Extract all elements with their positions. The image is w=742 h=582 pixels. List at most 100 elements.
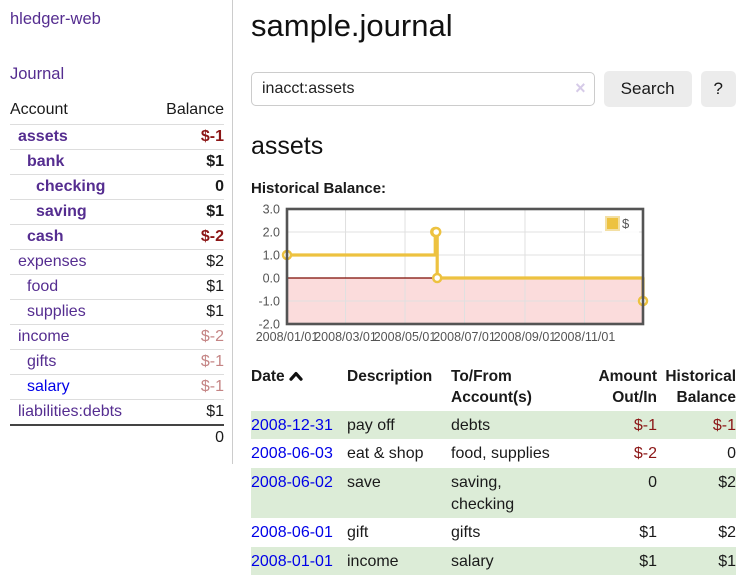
brand-link[interactable]: hledger-web xyxy=(10,10,101,28)
account-row: food $1 xyxy=(10,274,224,300)
account-balance: $1 xyxy=(151,399,224,425)
account-link-liabilities-debts[interactable]: liabilities:debts xyxy=(18,403,123,420)
accounts-rows: assets $-1 bank $1 checking 0 saving $1 cash $-2 e… xyxy=(10,124,224,425)
register-header-balance: Historical Balance xyxy=(665,368,736,406)
account-link-supplies[interactable]: supplies xyxy=(27,303,86,320)
transaction-date-link[interactable]: 2008-06-03 xyxy=(251,445,333,463)
transaction-date-link[interactable]: 2008-01-01 xyxy=(251,552,333,570)
y-axis-tick: 3.0 xyxy=(263,203,280,217)
register-balance-cell: $-1 xyxy=(712,416,736,434)
account-balance: $-2 xyxy=(151,224,224,250)
accounts-table: Account Balance assets $-1 bank $1 checking 0… xyxy=(10,99,224,450)
account-balance: $-1 xyxy=(151,124,224,150)
register-rows: 2008-12-31 pay off debts $-1 $-1 2008-06-03 ea… xyxy=(251,410,736,576)
account-row: checking 0 xyxy=(10,174,224,200)
accounts-header-account: Account xyxy=(10,101,68,118)
account-name-cell: gifts xyxy=(10,349,152,375)
account-balance: $1 xyxy=(151,274,224,300)
register-date-cell: 2008-06-02 xyxy=(251,468,347,518)
account-row: assets $-1 xyxy=(10,124,224,150)
sidebar-item-journal[interactable]: Journal xyxy=(10,65,65,83)
account-link-assets[interactable]: assets xyxy=(18,128,68,145)
account-balance: $-2 xyxy=(151,324,224,350)
main-content: sample.journal × Search ? assets Histori… xyxy=(233,0,742,582)
account-name-cell: salary xyxy=(10,374,152,400)
register-header-amount: Amount Out/In xyxy=(598,368,657,406)
register-row: 2008-06-02 save saving, checking 0 $2 xyxy=(251,468,736,519)
chart-title: Historical Balance: xyxy=(251,180,387,197)
register-row: 2008-06-01 gift gifts $1 $2 xyxy=(251,518,736,547)
search-input[interactable] xyxy=(251,72,595,106)
account-row: liabilities:debts $1 xyxy=(10,399,224,425)
account-name-cell: checking xyxy=(10,174,152,200)
register-row: 2008-12-31 pay off debts $-1 $-1 xyxy=(251,410,736,440)
y-axis-tick: 2.0 xyxy=(263,226,280,240)
account-link-checking[interactable]: checking xyxy=(36,178,106,195)
account-row: income $-2 xyxy=(10,324,224,350)
account-link-cash[interactable]: cash xyxy=(27,228,64,245)
sidebar: hledger-web Journal Account Balance asse… xyxy=(0,0,233,464)
y-axis-tick: -1.0 xyxy=(258,295,280,309)
register-amount-cell: $1 xyxy=(639,524,657,542)
register-accounts-cell: salary xyxy=(451,552,494,570)
clear-search-icon[interactable]: × xyxy=(575,78,586,98)
account-row: bank $1 xyxy=(10,149,224,175)
register-row: 2008-06-03 eat & shop food, supplies $-2 0 xyxy=(251,439,736,468)
account-link-salary[interactable]: salary xyxy=(27,378,70,395)
account-link-gifts[interactable]: gifts xyxy=(27,353,57,370)
account-name-cell: assets xyxy=(10,124,152,150)
help-button[interactable]: ? xyxy=(700,71,736,107)
account-link-food[interactable]: food xyxy=(27,278,59,295)
register-header-date[interactable]: Date xyxy=(251,365,347,411)
account-name-cell: food xyxy=(10,274,152,300)
account-row: saving $1 xyxy=(10,199,224,225)
register-balance-cell: 0 xyxy=(727,445,736,463)
account-row: gifts $-1 xyxy=(10,349,224,375)
account-balance: $2 xyxy=(151,249,224,275)
register-description-cell: income xyxy=(347,552,399,570)
chart-svg: $3.0 2.0 1.0 0.0 -1.0 -2.02008/01/012008/03/0… xyxy=(256,203,649,344)
register-amount-cell: $-2 xyxy=(633,445,657,463)
legend-label: $ xyxy=(622,216,630,231)
account-balance: $1 xyxy=(151,199,224,225)
register-date-cell: 2008-06-03 xyxy=(251,439,347,468)
account-name-cell: cash xyxy=(10,224,152,250)
register-description-cell: save xyxy=(347,474,381,492)
transaction-date-link[interactable]: 2008-06-01 xyxy=(251,524,333,542)
register-date-cell: 2008-12-31 xyxy=(251,411,347,440)
search-button[interactable]: Search xyxy=(603,71,692,107)
register-amount-cell: $-1 xyxy=(633,416,657,434)
register-balance-cell: $1 xyxy=(718,552,736,570)
account-link-income[interactable]: income xyxy=(18,328,70,345)
x-axis-tick: 2008/07/01 xyxy=(433,330,496,344)
account-name-cell: saving xyxy=(10,199,152,225)
accounts-total-row: 0 xyxy=(10,424,224,450)
x-axis-tick: 2008/01/01 xyxy=(256,330,319,344)
account-link-bank[interactable]: bank xyxy=(27,153,65,170)
accounts-total-value: 0 xyxy=(10,424,224,450)
chevron-up-icon xyxy=(289,368,303,389)
y-axis-tick: 0.0 xyxy=(263,272,280,286)
transaction-date-link[interactable]: 2008-12-31 xyxy=(251,416,333,434)
register-amount-cell: $1 xyxy=(639,552,657,570)
account-heading: assets xyxy=(251,132,324,160)
search-box: × xyxy=(251,72,595,106)
transaction-date-link[interactable]: 2008-06-02 xyxy=(251,474,333,492)
x-axis-tick: 2008/09/01 xyxy=(494,330,557,344)
search-form: × Search ? xyxy=(251,71,736,107)
account-name-cell: income xyxy=(10,324,152,350)
account-link-expenses[interactable]: expenses xyxy=(18,253,87,270)
account-link-saving[interactable]: saving xyxy=(36,203,87,220)
register-date-cell: 2008-01-01 xyxy=(251,547,347,576)
x-axis-tick: 2008/05/01 xyxy=(374,330,437,344)
register-row: 2008-01-01 income salary $1 $1 xyxy=(251,546,736,576)
account-name-cell: bank xyxy=(10,149,152,175)
account-balance: $1 xyxy=(151,149,224,175)
account-balance: 0 xyxy=(151,174,224,200)
register-accounts-cell: saving, checking xyxy=(451,474,515,513)
register-accounts-cell: food, supplies xyxy=(451,445,550,463)
account-name-cell: liabilities:debts xyxy=(10,399,152,425)
account-name-cell: expenses xyxy=(10,249,152,275)
y-axis-tick: -2.0 xyxy=(258,318,280,332)
